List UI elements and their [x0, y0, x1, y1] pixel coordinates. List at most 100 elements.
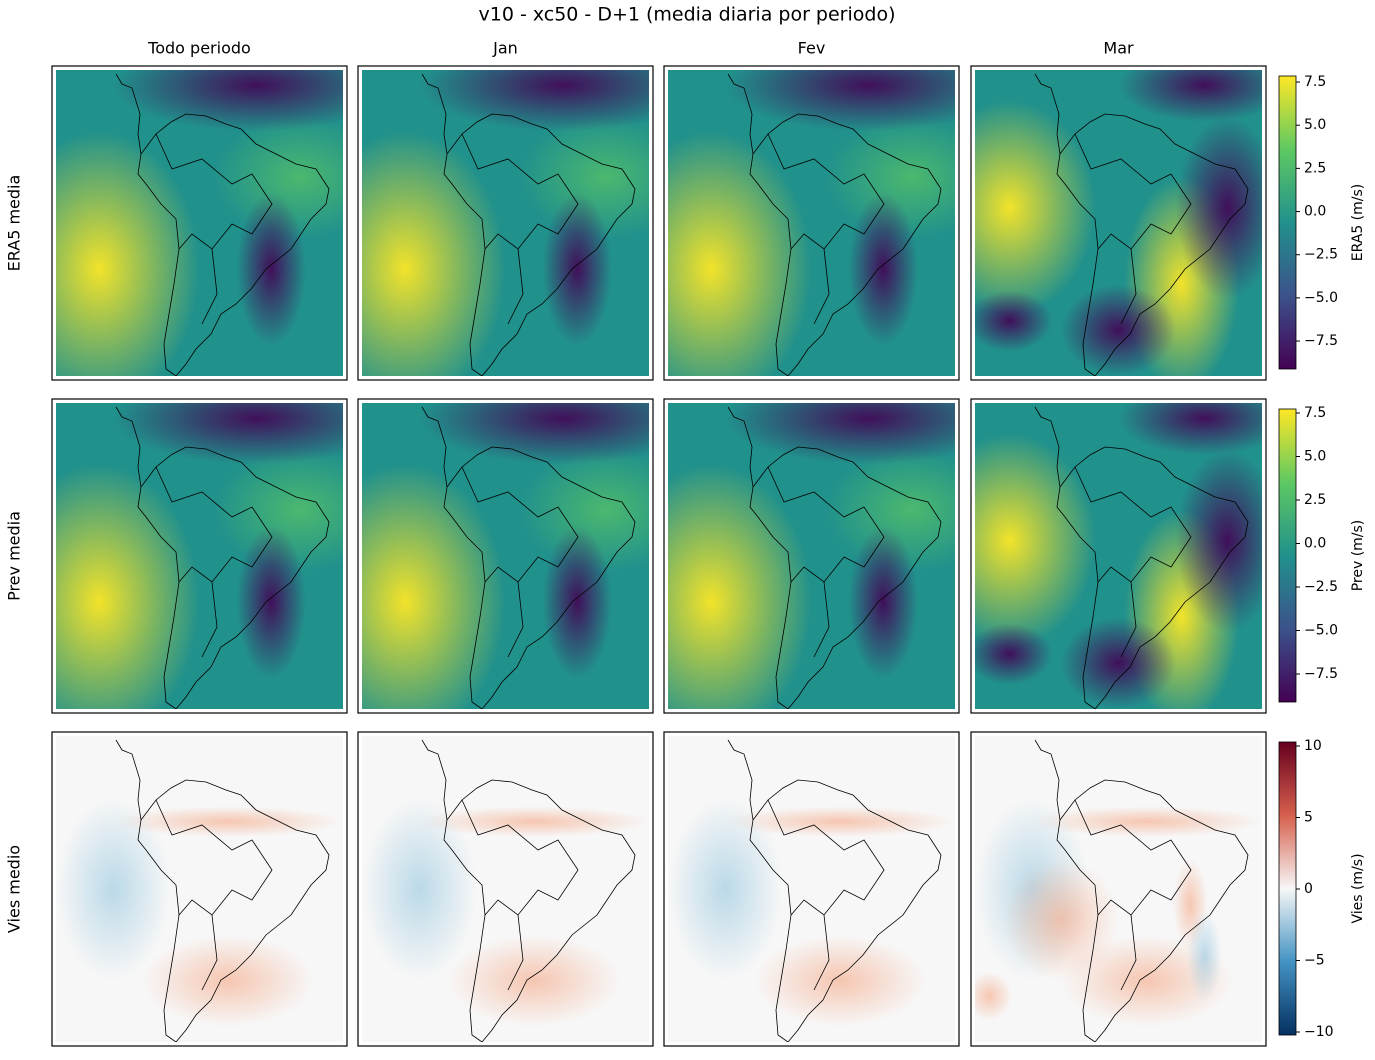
field: [362, 403, 649, 709]
field-blob: [542, 192, 612, 346]
field: [362, 736, 649, 1042]
field-blob: [56, 464, 200, 709]
colorbar-tick-label: 5.0: [1304, 117, 1326, 133]
field-blob: [725, 403, 955, 465]
field-blob: [362, 797, 477, 981]
field-blob: [668, 464, 812, 709]
colorbar-tick-label: −5.0: [1304, 622, 1338, 638]
colorbar-tick-label: 0: [1304, 881, 1313, 897]
colorbar-tick-label: 2.5: [1304, 160, 1326, 176]
field-blob: [1118, 70, 1262, 123]
row-label: ERA5 media: [5, 175, 24, 272]
map-panel: [51, 398, 348, 714]
field-blob: [362, 131, 506, 376]
field-blob: [213, 448, 343, 572]
map-panel: [663, 731, 960, 1047]
field-blob: [113, 403, 343, 465]
field-blob: [725, 70, 955, 132]
row-label: Vies medio: [5, 845, 24, 933]
field-blob: [519, 115, 649, 239]
field-blob: [668, 797, 783, 981]
colorbar-tick-label: −7.5: [1304, 666, 1338, 682]
colorbar-label: Vies (m/s): [1350, 853, 1366, 923]
map-panel: [970, 731, 1267, 1047]
field-blob: [975, 623, 1053, 685]
field: [56, 736, 343, 1042]
field-blob: [113, 70, 343, 132]
colorbar-tick-label: −7.5: [1304, 333, 1338, 349]
field-blob: [1032, 806, 1262, 837]
field-blob: [1175, 448, 1262, 633]
colorbar-tick-label: −2.5: [1304, 579, 1338, 595]
map-panel: [357, 398, 654, 714]
field: [56, 403, 343, 709]
colorbar: [1278, 408, 1297, 703]
field-blob: [1003, 858, 1119, 981]
map-panel: [970, 398, 1267, 714]
field: [975, 736, 1262, 1042]
colorbar-tick-label: −10: [1304, 1024, 1334, 1040]
field: [362, 70, 649, 376]
field-blob: [542, 525, 612, 679]
colorbar-tick-label: 2.5: [1304, 492, 1326, 508]
field-blob: [419, 70, 649, 132]
field-blob: [419, 806, 649, 837]
colorbar: [1278, 741, 1297, 1036]
field-blob: [825, 115, 955, 239]
column-title: Todo periodo: [147, 39, 251, 58]
field-blob: [1187, 910, 1222, 1003]
column-title: Jan: [492, 39, 518, 58]
field-blob: [975, 290, 1053, 352]
field-blob: [754, 934, 927, 1027]
map-panel: [357, 65, 654, 381]
field-blob: [668, 131, 812, 376]
map-panel: [51, 731, 348, 1047]
map-panel: [51, 65, 348, 381]
colorbar-label: ERA5 (m/s): [1350, 184, 1366, 262]
field-blob: [975, 433, 1096, 648]
colorbar-label: Prev (m/s): [1350, 520, 1366, 592]
field-blob: [213, 115, 343, 239]
field-blob: [975, 100, 1096, 315]
column-title: Fev: [798, 39, 826, 58]
field-blob: [362, 464, 506, 709]
field-blob: [236, 525, 306, 679]
field-blob: [419, 403, 649, 465]
colorbar-tick-label: 0.0: [1304, 204, 1326, 220]
field: [56, 70, 343, 376]
field-blob: [975, 971, 1013, 1021]
field-blob: [236, 192, 306, 346]
colorbar-tick-label: −2.5: [1304, 247, 1338, 263]
field-blob: [1061, 617, 1176, 709]
field: [668, 736, 955, 1042]
field-blob: [825, 448, 955, 572]
colorbar-tick-label: −5.0: [1304, 290, 1338, 306]
field-blob: [848, 192, 918, 346]
field-blob: [56, 131, 200, 376]
row-label: Prev media: [5, 511, 24, 601]
map-panel: [663, 65, 960, 381]
colorbar-tick-label: 5.0: [1304, 448, 1326, 464]
field-blob: [1118, 403, 1262, 456]
colorbar-tick-label: 0.0: [1304, 535, 1326, 551]
colorbar-tick-label: −5: [1304, 952, 1325, 968]
colorbar-tick-label: 7.5: [1304, 74, 1326, 90]
field-blob: [1061, 284, 1176, 376]
figure-title: v10 - xc50 - D+1 (media diaria por perio…: [479, 4, 896, 26]
colorbar-tick-label: 5: [1304, 810, 1313, 826]
colorbar-tick-label: 7.5: [1304, 405, 1326, 421]
colorbar-tick-label: 10: [1304, 738, 1322, 754]
field-blob: [142, 934, 315, 1027]
field: [668, 403, 955, 709]
map-panel: [970, 65, 1267, 381]
field-blob: [448, 934, 621, 1027]
field-blob: [519, 448, 649, 572]
field: [975, 70, 1262, 376]
field: [975, 403, 1262, 709]
field-blob: [1175, 115, 1262, 300]
column-title: Mar: [1103, 39, 1134, 58]
field-blob: [848, 525, 918, 679]
colorbar: [1278, 75, 1297, 370]
map-panel: [357, 731, 654, 1047]
